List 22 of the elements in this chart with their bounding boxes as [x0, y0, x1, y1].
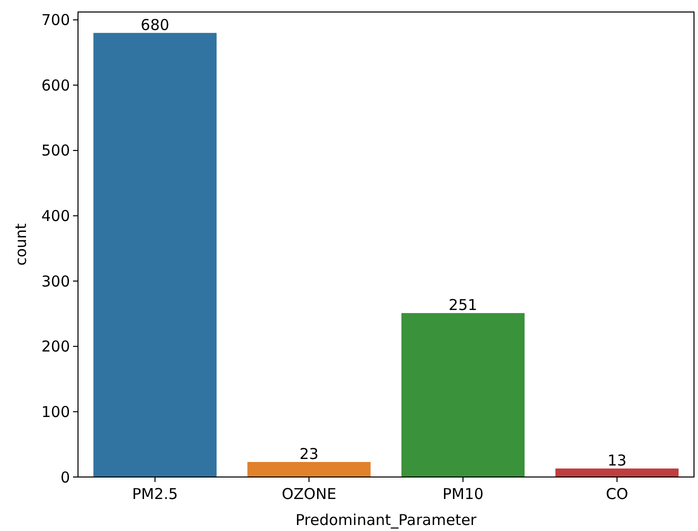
bar — [247, 462, 371, 477]
data-label: 251 — [448, 296, 478, 314]
y-tick-label: 100 — [41, 402, 70, 421]
y-tick-label: 300 — [41, 272, 70, 290]
data-label: 23 — [299, 444, 319, 463]
bar — [401, 313, 525, 477]
bar — [555, 468, 679, 477]
data-label: 680 — [140, 16, 170, 34]
bar — [93, 32, 217, 477]
x-tick-label: OZONE — [282, 485, 336, 503]
x-axis-title: Predominant_Parameter — [296, 511, 478, 529]
y-tick-label: 200 — [41, 338, 70, 356]
y-tick-label: 600 — [41, 76, 70, 94]
y-tick-label: 700 — [41, 11, 70, 30]
x-tick-label: CO — [606, 485, 628, 503]
x-tick-label: PM10 — [442, 485, 484, 503]
data-label: 13 — [607, 452, 627, 470]
x-tick-label: PM2.5 — [132, 485, 178, 503]
y-tick-label: 0 — [60, 468, 70, 486]
y-tick-label: 500 — [41, 142, 70, 160]
y-tick-label: 400 — [41, 207, 70, 226]
y-axis-title: count — [12, 223, 30, 266]
